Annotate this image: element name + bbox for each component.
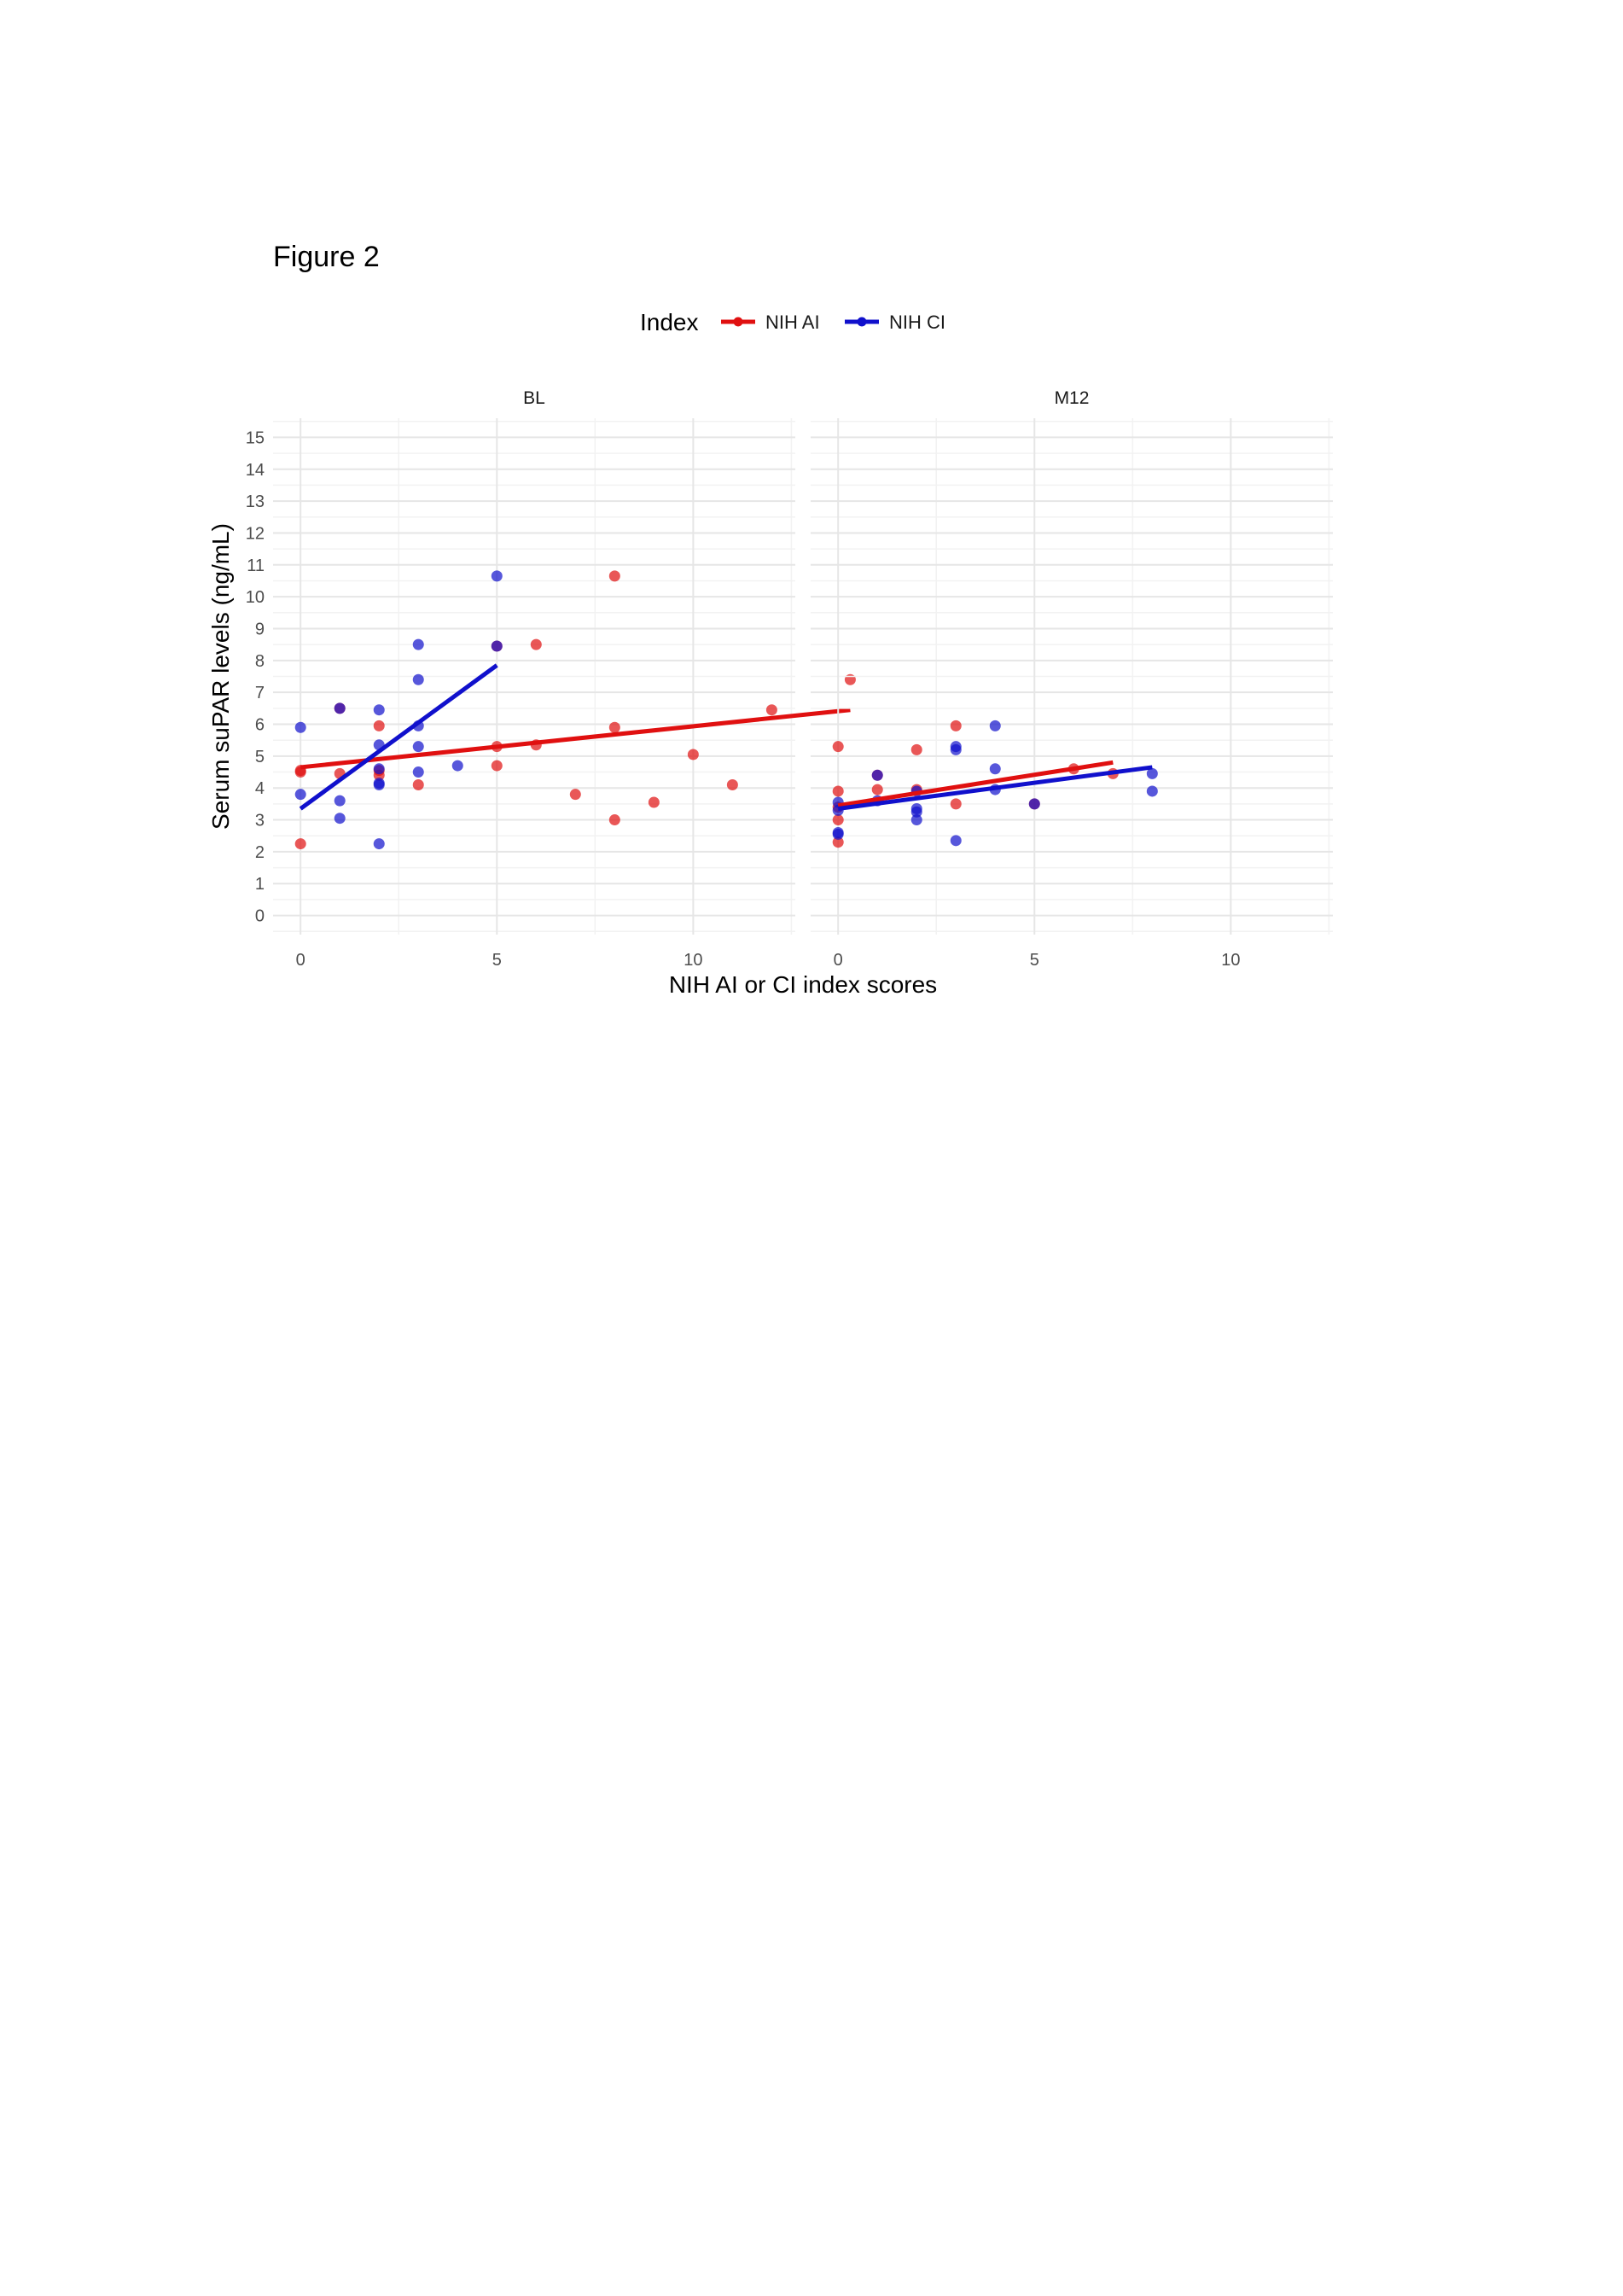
y-tick-label: 12 — [246, 524, 265, 543]
data-point — [451, 760, 463, 772]
y-axis-title: Serum suPAR levels (ng/mL) — [207, 523, 234, 830]
data-point — [608, 814, 620, 826]
trend-line — [837, 765, 1153, 811]
series-nih-ci — [832, 720, 1158, 847]
trend-line — [300, 708, 851, 770]
figure-title: Figure 2 — [273, 241, 380, 273]
data-point — [1028, 798, 1040, 810]
data-point — [373, 763, 385, 775]
legend-entry: NIH CI — [845, 312, 945, 333]
y-tick-label: 3 — [255, 812, 265, 830]
data-point — [530, 638, 542, 650]
data-point — [294, 838, 306, 850]
y-tick-label: 0 — [255, 907, 265, 926]
facet-panels: BL 0 5 10 M12 0 5 10 — [273, 388, 1333, 970]
facet-panel-bl: BL 0 5 10 — [273, 388, 856, 970]
data-point — [832, 828, 844, 840]
data-point — [334, 813, 346, 825]
y-tick-label: 5 — [255, 748, 265, 766]
y-tick-label: 7 — [255, 684, 265, 702]
y-tick-label: 15 — [246, 428, 265, 447]
data-point — [608, 721, 620, 733]
trend-line — [837, 760, 1114, 808]
x-tick-label: 5 — [492, 951, 502, 970]
data-point — [950, 798, 962, 810]
data-point — [491, 640, 503, 652]
data-point — [832, 785, 844, 797]
data-point — [491, 570, 503, 582]
legend-key-point — [857, 317, 867, 327]
data-point — [832, 741, 844, 753]
data-point — [412, 741, 424, 753]
data-point — [910, 743, 922, 755]
data-point — [608, 570, 620, 582]
data-point — [989, 763, 1001, 775]
legend-key-point — [733, 317, 743, 327]
y-tick-label: 2 — [255, 843, 265, 862]
data-point — [950, 720, 962, 731]
y-tick-label: 8 — [255, 652, 265, 671]
data-point — [687, 749, 699, 760]
data-point — [1146, 785, 1158, 797]
y-tick-label: 4 — [255, 779, 265, 798]
legend: Index NIH AI NIH CI — [640, 309, 945, 335]
legend-entry: NIH AI — [721, 312, 820, 333]
data-point — [989, 720, 1001, 731]
y-tick-label: 11 — [247, 557, 265, 575]
data-point — [871, 769, 883, 781]
data-point — [373, 720, 385, 731]
data-point — [648, 796, 660, 808]
facet-label: M12 — [1055, 388, 1090, 408]
y-tick-label: 6 — [255, 716, 265, 735]
data-point — [334, 795, 346, 807]
data-point — [832, 836, 844, 848]
y-tick-label: 1 — [255, 875, 265, 894]
data-point — [910, 814, 922, 826]
data-point — [373, 704, 385, 716]
data-point — [832, 814, 844, 826]
x-tick-label: 0 — [296, 951, 305, 970]
data-point — [950, 835, 962, 847]
data-point — [294, 789, 306, 801]
data-point — [844, 673, 856, 685]
data-point — [569, 789, 581, 801]
data-point — [412, 778, 424, 790]
y-tick-label: 13 — [246, 492, 265, 511]
x-tick-label: 0 — [834, 951, 843, 970]
x-tick-label: 10 — [684, 951, 702, 970]
data-point — [412, 673, 424, 685]
data-point — [1146, 767, 1158, 779]
x-axis-title: NIH AI or CI index scores — [669, 971, 937, 998]
trend-line — [299, 663, 498, 811]
y-tick-label: 9 — [255, 620, 265, 638]
y-tick-label: 10 — [246, 588, 265, 607]
x-tick-label: 10 — [1221, 951, 1240, 970]
data-point — [910, 806, 922, 818]
legend-label: NIH CI — [889, 312, 945, 333]
y-tick-label: 14 — [246, 461, 265, 480]
data-point — [765, 704, 777, 716]
data-point — [373, 778, 385, 790]
data-point — [871, 784, 883, 795]
data-point — [950, 743, 962, 755]
facet-panel-m12: M12 0 5 10 — [811, 388, 1333, 970]
data-point — [334, 702, 346, 714]
data-point — [412, 638, 424, 650]
facet-label: BL — [523, 388, 545, 408]
data-point — [726, 778, 738, 790]
legend-label: NIH AI — [765, 312, 820, 333]
legend-title: Index — [640, 309, 699, 335]
x-tick-label: 5 — [1030, 951, 1039, 970]
data-point — [373, 838, 385, 850]
data-point — [294, 721, 306, 733]
data-point — [491, 760, 503, 772]
data-point — [412, 766, 424, 778]
